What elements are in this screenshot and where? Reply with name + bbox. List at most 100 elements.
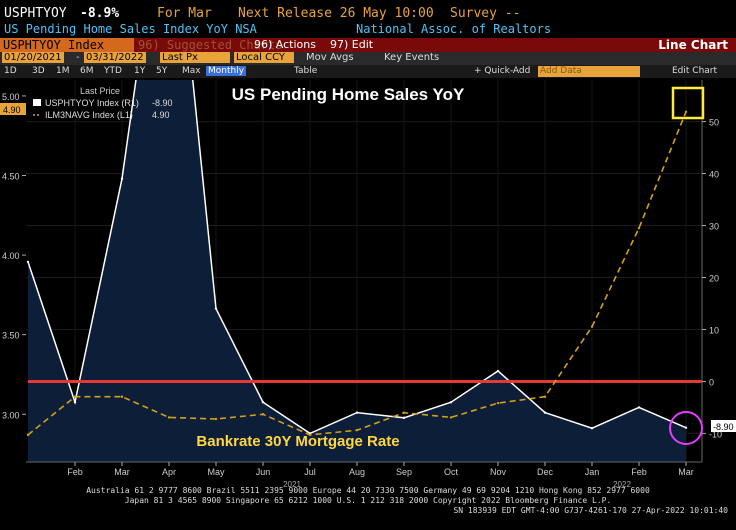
start-date-field[interactable]: 01/20/2021 bbox=[2, 52, 64, 63]
right-tick-label-0: -10 bbox=[709, 429, 722, 439]
right-axis: -10 0 10 20 30 40 50 bbox=[701, 80, 722, 462]
table-toggle[interactable]: Table bbox=[294, 66, 318, 76]
period-button-3d[interactable]: 3D bbox=[32, 66, 45, 76]
edit-menu[interactable]: 97) Edit bbox=[330, 38, 374, 51]
period-button-5y[interactable]: 5Y bbox=[156, 66, 168, 76]
ticker-field[interactable]: USPHTYOY Index bbox=[0, 38, 134, 52]
point-usphtyoy-9 bbox=[449, 401, 453, 404]
x-tick-label-5: Jul bbox=[304, 467, 316, 477]
period-button-ytd[interactable]: YTD bbox=[104, 66, 122, 76]
point-ilm3navg-8 bbox=[402, 411, 406, 414]
x-tick-label-0: Feb bbox=[67, 467, 83, 477]
chart-type-label: Line Chart bbox=[658, 38, 728, 52]
x-tick-label-10: Dec bbox=[537, 467, 554, 477]
data-points bbox=[26, 110, 688, 437]
point-usphtyoy-7 bbox=[355, 411, 359, 414]
point-usphtyoy-4 bbox=[214, 307, 218, 310]
period-button-max[interactable]: Max bbox=[182, 66, 201, 76]
x-tick-label-12: Feb bbox=[631, 467, 647, 477]
legend: Last Price USPHTYOY Index (R1) -8.90 ILM… bbox=[33, 86, 173, 120]
actions-menu[interactable]: 96) Actions bbox=[254, 38, 316, 51]
legend-entry-usphtyoy: USPHTYOY Index (R1) bbox=[45, 98, 139, 108]
point-ilm3navg-0 bbox=[26, 433, 30, 437]
point-ilm3navg-1 bbox=[73, 395, 77, 398]
quick-add-button[interactable]: + Quick-Add bbox=[474, 66, 531, 76]
legend-entry-ilm3navg: ILM3NAVG Index (L1) bbox=[45, 110, 133, 120]
point-usphtyoy-0 bbox=[26, 260, 30, 264]
point-usphtyoy-8 bbox=[402, 416, 406, 420]
x-axis: Feb Mar Apr May Jun Jul Aug Sep Oct Nov Dec Jan Feb M… bbox=[26, 461, 702, 489]
point-ilm3navg-14 bbox=[684, 110, 688, 114]
edit-chart-button[interactable]: Edit Chart bbox=[672, 66, 718, 76]
point-ilm3navg-13 bbox=[637, 226, 641, 230]
period-label: For Mar bbox=[157, 6, 212, 21]
right-tick-label-1: 0 bbox=[709, 377, 714, 387]
suggested-charts[interactable]: 96) Suggested Charts bbox=[138, 38, 283, 52]
period-button-1m[interactable]: 1M bbox=[56, 66, 70, 76]
period-button-6m[interactable]: 6M bbox=[80, 66, 94, 76]
mov-avgs-toggle[interactable]: Mov Avgs bbox=[306, 52, 354, 63]
point-ilm3navg-11 bbox=[543, 395, 547, 398]
point-ilm3navg-12 bbox=[590, 325, 594, 328]
point-ilm3navg-7 bbox=[355, 428, 359, 432]
field-select[interactable]: Last Px bbox=[160, 52, 230, 63]
year-label-2021: 2021 bbox=[283, 480, 301, 489]
highlight-box bbox=[671, 86, 705, 120]
footer-line-1: Australia 61 2 9777 8600 Brazil 5511 239… bbox=[86, 486, 650, 495]
legend-header: Last Price bbox=[80, 86, 120, 96]
left-axis: 3.00 3.50 4.00 4.50 5.00 bbox=[2, 92, 26, 420]
source: National Assoc. of Realtors bbox=[356, 22, 552, 36]
point-ilm3navg-4 bbox=[214, 417, 218, 421]
point-ilm3navg-10 bbox=[496, 401, 500, 405]
security-subheader: US Pending Home Sales Index YoY NSA Nati… bbox=[0, 22, 736, 36]
point-usphtyoy-11 bbox=[543, 411, 547, 414]
year-label-2022: 2022 bbox=[613, 480, 631, 489]
footer-line-3: SN 183939 EDT GMT-4:00 G737-4261-170 27-… bbox=[453, 506, 728, 515]
annotation-mortgage-rate: Bankrate 30Y Mortgage Rate bbox=[196, 433, 399, 450]
point-usphtyoy-1 bbox=[73, 401, 77, 404]
left-tick-label-1: 3.50 bbox=[2, 331, 20, 341]
legend-value-usphtyoy: -8.90 bbox=[152, 98, 173, 108]
left-tick-label-0: 3.00 bbox=[2, 410, 20, 420]
point-ilm3navg-5 bbox=[261, 413, 265, 416]
footer-line-2: Japan 81 3 4565 8900 Singapore 65 6212 1… bbox=[124, 496, 612, 505]
highlight-circle bbox=[669, 411, 703, 445]
period-button-1y[interactable]: 1Y bbox=[134, 66, 146, 76]
x-tick-label-4: Jun bbox=[256, 467, 271, 477]
left-last-badge-text: 4.90 bbox=[3, 105, 21, 115]
period-bar: Monthly Table + Quick-Add Add Data Edit … bbox=[0, 65, 736, 78]
key-events-toggle[interactable]: Key Events bbox=[384, 52, 440, 63]
range-bar: 01/20/2021 - 03/31/2022 Last Px Local CC… bbox=[0, 52, 736, 65]
point-usphtyoy-14 bbox=[684, 426, 688, 429]
left-last-badge bbox=[0, 103, 26, 115]
point-usphtyoy-10 bbox=[496, 369, 500, 373]
end-date-field[interactable]: 03/31/2022 bbox=[84, 52, 146, 63]
x-tick-label-7: Sep bbox=[396, 467, 412, 477]
point-usphtyoy-2 bbox=[120, 177, 124, 180]
toolbar: USPHTYOY Index 96) Suggested Charts 96) … bbox=[0, 38, 736, 52]
x-tick-label-3: May bbox=[207, 467, 225, 477]
right-tick-label-4: 30 bbox=[709, 222, 719, 232]
point-ilm3navg-3 bbox=[167, 416, 171, 419]
point-ilm3navg-2 bbox=[120, 395, 124, 398]
point-usphtyoy-12 bbox=[590, 427, 594, 430]
survey: Survey -- bbox=[450, 6, 521, 21]
add-data-input[interactable]: Add Data bbox=[538, 66, 640, 77]
chart: 3.00 3.50 4.00 4.50 5.00 -10 0 10 20 30 40 50 Feb M… bbox=[0, 80, 736, 489]
currency-select[interactable]: Local CCY bbox=[234, 52, 294, 63]
point-usphtyoy-13 bbox=[637, 406, 641, 409]
left-tick-label-4: 5.00 bbox=[2, 92, 20, 102]
x-tick-label-13: Mar bbox=[678, 467, 694, 477]
right-tick-label-6: 50 bbox=[709, 118, 719, 128]
right-tick-label-2: 10 bbox=[709, 325, 719, 335]
ticker: USPHTYOY bbox=[4, 6, 67, 21]
frequency-select[interactable]: Monthly bbox=[206, 66, 247, 76]
period-button-1d[interactable]: 1D bbox=[4, 66, 17, 76]
description: US Pending Home Sales Index YoY NSA bbox=[4, 22, 257, 36]
x-tick-label-11: Jan bbox=[585, 467, 600, 477]
x-tick-label-8: Oct bbox=[444, 467, 459, 477]
x-tick-label-1: Mar bbox=[114, 467, 130, 477]
chart-title: US Pending Home Sales YoY bbox=[232, 85, 465, 104]
x-tick-label-9: Nov bbox=[490, 467, 507, 477]
right-tick-label-3: 20 bbox=[709, 273, 719, 283]
